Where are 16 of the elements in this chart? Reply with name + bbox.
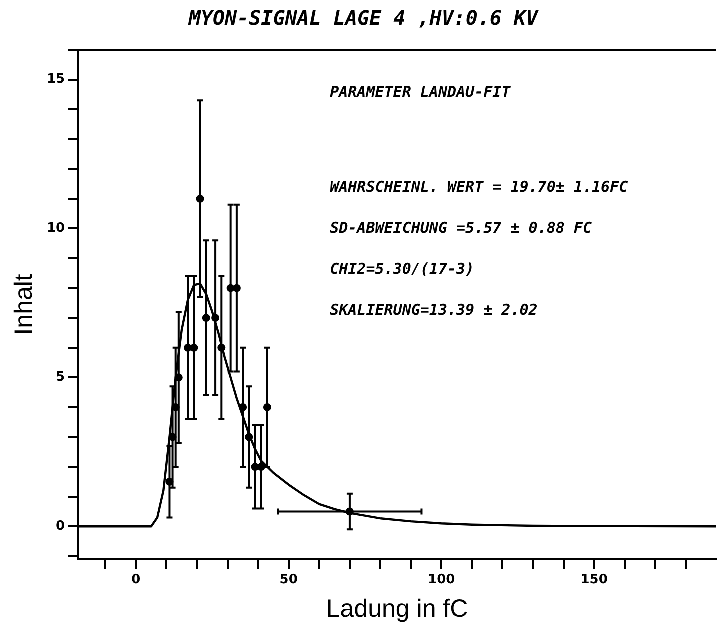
y-tick-label: 10 xyxy=(46,221,66,236)
annotation: PARAMETER LANDAU-FIT xyxy=(330,82,512,101)
y-tick-label: 5 xyxy=(56,370,66,386)
y-tick-label: 0 xyxy=(56,519,66,534)
annotation: SKALIERUNG=13.39 ± 2.02 xyxy=(330,300,538,319)
x-tick-label: 100 xyxy=(428,572,456,588)
y-tick-label: 15 xyxy=(46,72,66,88)
x-axis-title: Ladung in fC xyxy=(326,594,468,623)
annotation: SD-ABWEICHUNG =5.57 ± 0.88 FC xyxy=(330,218,592,237)
x-tick-label: 0 xyxy=(132,572,141,588)
annotation: CHI2=5.30/(17-3) xyxy=(330,260,475,278)
x-tick-label: 50 xyxy=(280,572,298,588)
y-axis-title: Inhalt xyxy=(10,274,38,336)
x-tick-label: 150 xyxy=(580,572,608,588)
annotation: WAHRSCHEINL. WERT = 19.70± 1.16FC xyxy=(330,178,628,196)
chart-title: MYON-SIGNAL LAGE 4 ,HV:0.6 KV xyxy=(188,6,540,30)
